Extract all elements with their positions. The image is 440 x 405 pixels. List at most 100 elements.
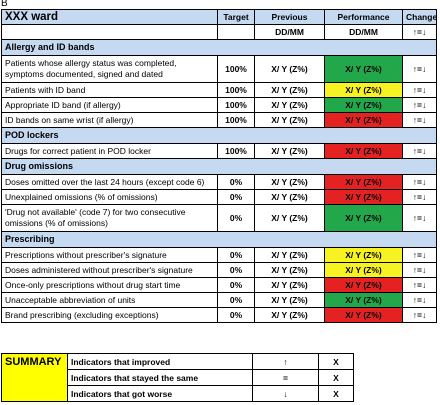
indicator-target: 0% <box>217 247 255 263</box>
summary-row: Indicators that got worse ↓ X <box>2 385 354 402</box>
indicator-change: ↑=↓ <box>402 277 437 293</box>
indicator-row: Drugs for correct patient in POD locker 1… <box>1 143 437 159</box>
indicator-change: ↑=↓ <box>402 262 437 278</box>
section-row: Prescribing <box>1 231 437 248</box>
summary-symbol: = <box>252 369 319 386</box>
indicator-row: Brand prescribing (excluding exceptions)… <box>1 307 437 323</box>
indicator-previous: X/ Y (Z%) <box>254 97 325 113</box>
indicator-previous: X/ Y (Z%) <box>254 82 325 98</box>
indicator-label: Doses administered without prescriber's … <box>1 262 218 278</box>
indicator-row: Doses omitted over the last 24 hours (ex… <box>1 174 437 190</box>
performance-date: DD/MM <box>324 24 403 40</box>
indicator-row: Doses administered without prescriber's … <box>1 262 437 278</box>
indicator-row: 'Drug not available' (code 7) for two co… <box>1 204 437 232</box>
indicator-previous: X/ Y (Z%) <box>254 262 325 278</box>
indicator-target: 0% <box>217 174 255 190</box>
indicator-row: Prescriptions without prescriber's signa… <box>1 247 437 263</box>
panel-letter: B <box>1 0 8 9</box>
indicator-change: ↑=↓ <box>402 82 437 98</box>
date-row-blank <box>217 24 255 40</box>
ward-title: XXX ward <box>1 9 218 25</box>
summary-symbol: ↓ <box>252 385 319 402</box>
indicator-change: ↑=↓ <box>402 55 437 83</box>
summary-indicator-label: Indicators that got worse <box>67 385 253 402</box>
indicator-performance: X/ Y (Z%) <box>324 307 403 323</box>
indicator-target: 100% <box>217 55 255 83</box>
indicator-target: 0% <box>217 277 255 293</box>
indicator-row: Once-only prescriptions without drug sta… <box>1 277 437 293</box>
indicator-performance: X/ Y (Z%) <box>324 82 403 98</box>
indicator-previous: X/ Y (Z%) <box>254 204 325 232</box>
indicator-change: ↑=↓ <box>402 204 437 232</box>
indicator-performance: X/ Y (Z%) <box>324 189 403 205</box>
indicator-label: Prescriptions without prescriber's signa… <box>1 247 218 263</box>
indicator-performance: X/ Y (Z%) <box>324 292 403 308</box>
section-row: Allergy and ID bands <box>1 39 437 56</box>
indicator-label: Drugs for correct patient in POD locker <box>1 143 218 159</box>
indicator-performance: X/ Y (Z%) <box>324 55 403 83</box>
indicator-performance: X/ Y (Z%) <box>324 204 403 232</box>
header-row: XXX ward Target Previous Performance Cha… <box>1 9 437 25</box>
indicator-previous: X/ Y (Z%) <box>254 189 325 205</box>
indicator-previous: X/ Y (Z%) <box>254 292 325 308</box>
indicator-target: 100% <box>217 112 255 128</box>
indicator-change: ↑=↓ <box>402 174 437 190</box>
indicator-previous: X/ Y (Z%) <box>254 174 325 190</box>
indicator-row: Unexplained omissions (% of omissions) 0%… <box>1 189 437 205</box>
indicator-label: Once-only prescriptions without drug sta… <box>1 277 218 293</box>
indicator-target: 0% <box>217 292 255 308</box>
indicator-target: 0% <box>217 204 255 232</box>
indicator-change: ↑=↓ <box>402 112 437 128</box>
indicator-label: Appropriate ID band (if allergy) <box>1 97 218 113</box>
section-row: POD lockers <box>1 127 437 144</box>
indicator-label: Unexplained omissions (% of omissions) <box>1 189 218 205</box>
summary-table: SUMMARY Indicators that improved ↑ X Indicat… <box>1 353 354 402</box>
indicator-label: 'Drug not available' (code 7) for two co… <box>1 204 218 232</box>
indicator-performance: X/ Y (Z%) <box>324 174 403 190</box>
section-title: Allergy and ID bands <box>1 39 437 56</box>
indicator-row: Patients whose allergy status was comple… <box>1 55 437 83</box>
summary-value: X <box>318 353 354 370</box>
indicator-change: ↑=↓ <box>402 307 437 323</box>
previous-header: Previous <box>254 9 325 25</box>
indicator-label: Patients with ID band <box>1 82 218 98</box>
indicator-change: ↑=↓ <box>402 143 437 159</box>
indicator-previous: X/ Y (Z%) <box>254 143 325 159</box>
indicator-target: 0% <box>217 307 255 323</box>
summary-symbol: ↑ <box>252 353 319 370</box>
date-row: DD/MM DD/MM ↑=↓ <box>1 24 437 40</box>
indicator-row: Patients with ID band 100% X/ Y (Z%) X/ Y (… <box>1 82 437 98</box>
indicator-performance: X/ Y (Z%) <box>324 97 403 113</box>
performance-header: Performance <box>324 9 403 25</box>
section-title: POD lockers <box>1 127 437 144</box>
ward-performance-table: XXX ward Target Previous Performance Cha… <box>1 9 437 323</box>
indicator-row: Appropriate ID band (if allergy) 100% X/ Y… <box>1 97 437 113</box>
indicator-performance: X/ Y (Z%) <box>324 262 403 278</box>
indicator-performance: X/ Y (Z%) <box>324 112 403 128</box>
indicator-performance: X/ Y (Z%) <box>324 143 403 159</box>
summary-label: SUMMARY <box>1 353 68 402</box>
indicator-target: 0% <box>217 262 255 278</box>
summary-value: X <box>318 369 354 386</box>
target-header: Target <box>217 9 255 25</box>
summary-row: SUMMARY Indicators that improved ↑ X <box>1 353 354 402</box>
indicator-change: ↑=↓ <box>402 97 437 113</box>
indicator-label: Doses omitted over the last 24 hours (ex… <box>1 174 218 190</box>
section-title: Prescribing <box>1 231 437 248</box>
indicator-performance: X/ Y (Z%) <box>324 247 403 263</box>
indicator-target: 100% <box>217 82 255 98</box>
indicator-change: ↑=↓ <box>402 189 437 205</box>
summary-indicator-label: Indicators that stayed the same <box>67 369 253 386</box>
change-symbol: ↑=↓ <box>402 24 437 40</box>
indicator-row: ID bands on same wrist (if allergy) 100% X… <box>1 112 437 128</box>
section-row: Drug omissions <box>1 158 437 175</box>
indicator-label: Patients whose allergy status was comple… <box>1 55 218 83</box>
indicator-previous: X/ Y (Z%) <box>254 307 325 323</box>
summary-value: X <box>318 385 354 402</box>
indicator-target: 100% <box>217 143 255 159</box>
section-title: Drug omissions <box>1 158 437 175</box>
previous-date: DD/MM <box>254 24 325 40</box>
indicator-previous: X/ Y (Z%) <box>254 112 325 128</box>
indicator-label: ID bands on same wrist (if allergy) <box>1 112 218 128</box>
indicator-previous: X/ Y (Z%) <box>254 247 325 263</box>
